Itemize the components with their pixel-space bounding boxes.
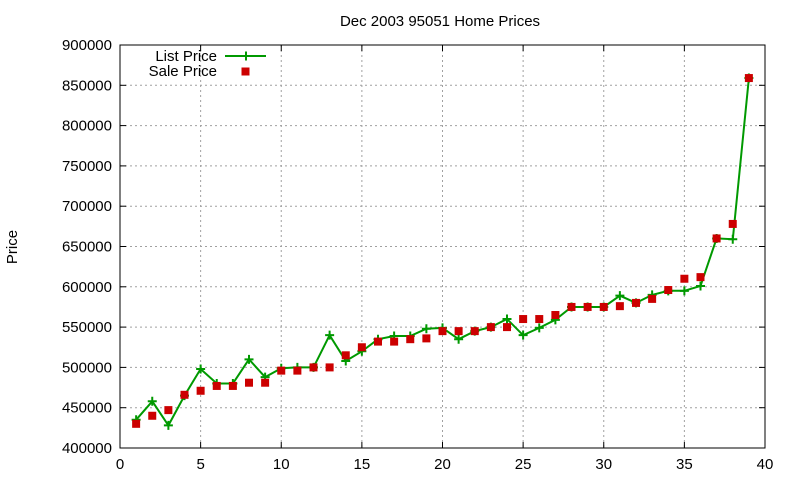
point-sale-price (486, 323, 495, 332)
point-sale-price (277, 366, 286, 375)
point-sale-price (180, 390, 189, 399)
legend-marker-sale-price (241, 67, 250, 76)
point-sale-price (470, 327, 479, 336)
point-sale-price (325, 363, 334, 372)
point-sale-price (390, 337, 399, 346)
point-sale-price (261, 378, 270, 387)
point-sale-price (293, 366, 302, 375)
grid-lines (120, 45, 765, 448)
x-tick-label: 20 (434, 456, 451, 473)
x-tick-label: 40 (757, 456, 774, 473)
point-list-price (325, 330, 335, 340)
point-sale-price (648, 294, 657, 303)
y-tick-label: 900000 (62, 37, 112, 54)
point-sale-price (599, 302, 608, 311)
point-sale-price (196, 386, 205, 395)
plot-border (119, 44, 766, 449)
point-sale-price (309, 363, 318, 372)
x-tick-label: 35 (676, 456, 693, 473)
y-tick-label: 450000 (62, 400, 112, 417)
y-tick-label: 850000 (62, 77, 112, 94)
point-list-price (147, 396, 157, 406)
point-sale-price (212, 381, 221, 390)
point-sale-price (132, 419, 141, 428)
legend: List Price Sale Price (149, 48, 266, 80)
point-list-price (615, 291, 625, 301)
x-tick-label: 15 (354, 456, 371, 473)
point-list-price (534, 323, 544, 333)
point-list-price (421, 324, 431, 334)
y-tick-label: 600000 (62, 279, 112, 296)
point-sale-price (422, 334, 431, 343)
point-list-price (679, 286, 689, 296)
point-sale-price (664, 286, 673, 295)
point-sale-price (454, 327, 463, 336)
point-sale-price (341, 351, 350, 360)
point-sale-price (551, 311, 560, 320)
point-sale-price (228, 381, 237, 390)
point-sale-price (728, 219, 737, 228)
point-sale-price (696, 273, 705, 282)
y-tick-label: 750000 (62, 158, 112, 175)
x-tick-label: 0 (116, 456, 124, 473)
x-tick-label: 10 (273, 456, 290, 473)
y-tick-label: 650000 (62, 239, 112, 256)
legend-label-sale-price: Sale Price (149, 63, 217, 80)
point-sale-price (567, 302, 576, 311)
point-sale-price (744, 74, 753, 83)
series-layer (131, 73, 754, 430)
chart-title: Dec 2003 95051 Home Prices (340, 13, 540, 30)
point-list-price (163, 420, 173, 430)
point-sale-price (406, 335, 415, 344)
y-tick-label: 700000 (62, 198, 112, 215)
point-list-price (518, 330, 528, 340)
point-sale-price (503, 323, 511, 332)
x-tick-label: 30 (595, 456, 612, 473)
x-tick-label: 25 (515, 456, 532, 473)
point-sale-price (357, 343, 366, 352)
point-sale-price (519, 315, 528, 324)
point-list-price (696, 281, 705, 291)
point-list-price (244, 354, 254, 364)
x-tick-label: 5 (196, 456, 204, 473)
point-sale-price (632, 298, 640, 307)
y-tick-label: 800000 (62, 118, 112, 135)
point-sale-price (374, 337, 382, 346)
y-tick-label: 500000 (62, 359, 112, 376)
y-axis-label: Price (4, 230, 21, 264)
point-sale-price (535, 315, 544, 324)
point-sale-price (615, 302, 624, 311)
legend-label-list-price: List Price (155, 48, 217, 65)
axes (119, 44, 766, 449)
y-tick-label: 400000 (62, 440, 112, 457)
point-list-price (502, 314, 512, 324)
point-sale-price (712, 234, 721, 243)
point-list-price (454, 334, 464, 344)
legend-marker-list-price (241, 51, 251, 61)
point-list-price (196, 364, 206, 374)
point-sale-price (438, 327, 447, 336)
point-sale-price (245, 378, 253, 387)
point-list-price (728, 234, 738, 244)
point-sale-price (680, 274, 689, 283)
point-sale-price (148, 411, 157, 420)
point-sale-price (164, 406, 173, 415)
tick-labels: 400000 450000 500000 550000 600000 650000 7000… (62, 37, 773, 473)
y-tick-label: 550000 (62, 319, 112, 336)
point-sale-price (583, 302, 592, 311)
